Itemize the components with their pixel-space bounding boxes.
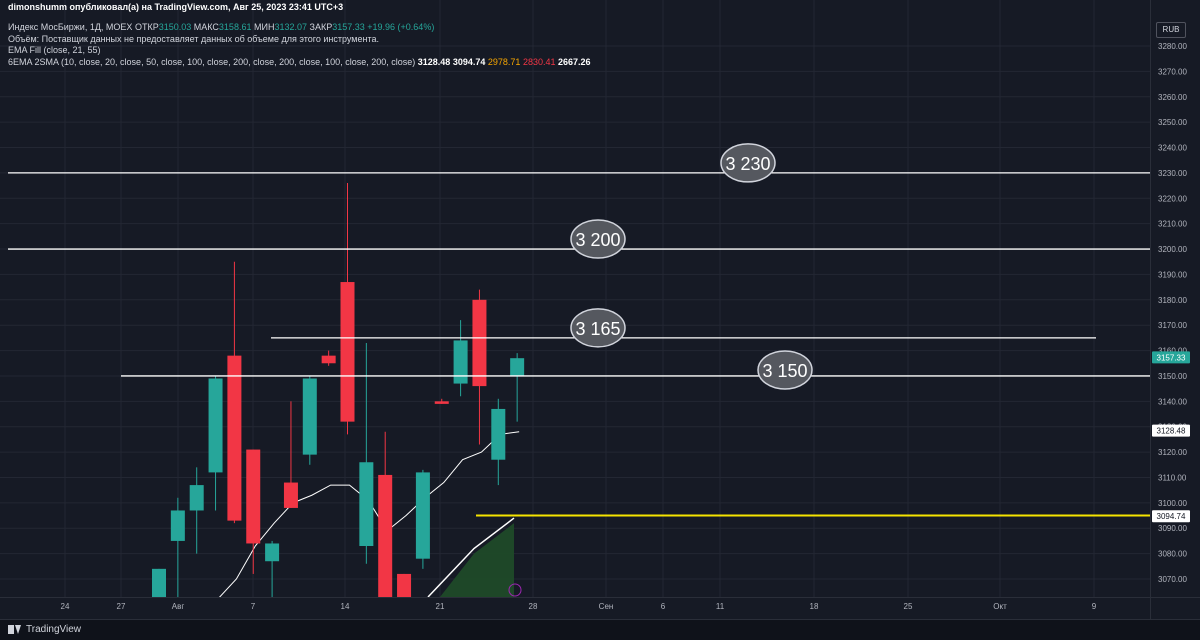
ema-fill-edge [427,517,515,597]
x-tick-label: 27 [117,602,126,611]
level-bubble [757,350,813,390]
candle-body [340,282,355,422]
candle-body [510,358,525,376]
indicator-value: 3094.74 [452,57,486,67]
x-tick-label: 7 [251,602,256,611]
tradingview-brand[interactable]: TradingView [8,624,81,635]
candle-body [283,482,298,508]
candle-body [302,378,317,455]
level-label: 3 165 [575,319,620,339]
open-value: 3150.03 [158,22,192,32]
y-tick-label: 3230.00 [1158,169,1187,178]
currency-button[interactable]: RUB [1156,22,1186,38]
y-tick-label: 3100.00 [1158,499,1187,508]
price-tag [1152,510,1190,523]
low-label: МИН [253,22,275,32]
y-tick-label: 3120.00 [1158,448,1187,457]
author-line: dimonshumm опубликовал(а) на TradingView… [8,2,344,12]
price-tag [1152,424,1190,437]
high-value: 3158.61 [218,22,252,32]
candle-body [189,485,204,511]
price-chart[interactable]: 3 230 3 200 3 165 3 150 3070.00 3080.00 3090.0… [0,0,1200,619]
level-label: 3 150 [762,361,807,381]
y-tick-label: 3270.00 [1158,67,1187,76]
candle-body [265,543,280,562]
y-tick-label: 3260.00 [1158,93,1187,102]
y-tick-label: 3210.00 [1158,220,1187,229]
x-tick-label: 24 [61,602,70,611]
level-label: 3 200 [575,230,620,250]
footer-bar: TradingView [0,619,1200,640]
x-tick-label: 14 [341,602,350,611]
candle-body [170,510,185,541]
y-tick-label: 3200.00 [1158,245,1187,254]
x-tick-label: Окт [993,602,1007,611]
level-bubble [720,143,776,183]
open-label: ОТКР [134,22,159,32]
x-tick-label: 25 [904,602,913,611]
y-tick-label: 3090.00 [1158,524,1187,533]
x-tick-label: 21 [436,602,445,611]
candle-body [434,401,449,404]
y-tick-label: 3220.00 [1158,194,1187,203]
y-tick-label: 3080.00 [1158,550,1187,559]
y-tick-label: 3070.00 [1158,575,1187,584]
candle-body [152,568,166,597]
indicator-value: 2978.71 [487,57,521,67]
lightning-icon [508,583,522,597]
price-tag-label: 3157.33 [1157,353,1186,362]
candle-body [208,378,223,473]
close-label: ЗАКР [309,22,333,32]
level-bubble [570,219,626,259]
y-tick-label: 3180.00 [1158,296,1187,305]
level-bubble [570,308,626,348]
ohlc-line: Индекс МосБиржи, 1Д, MOEX ОТКР3150.03 МА… [8,22,434,32]
ema-fill-indicator[interactable]: EMA Fill (close, 21, 55) [8,45,101,55]
y-tick-label: 3240.00 [1158,144,1187,153]
candle-body [453,340,468,384]
symbol-label[interactable]: Индекс МосБиржи, 1Д, MOEX [8,22,133,32]
candle-body [415,472,430,559]
close-value: 3157.33 [332,22,365,32]
candle-body [227,355,242,521]
indicator-value: 3128.48 [417,57,451,67]
x-tick-label: Авг [172,602,185,611]
candle-body [359,462,374,547]
high-label: МАКС [193,22,219,32]
price-tag [1152,351,1190,364]
price-tag-label: 3094.74 [1157,512,1186,521]
brand-label: TradingView [26,624,82,635]
y-tick-label: 3170.00 [1158,321,1187,330]
candle-body [378,474,393,597]
x-tick-label: 9 [1092,602,1097,611]
change-value: +19.96 (+0.64%) [367,22,435,32]
x-tick-label: Сен [599,602,614,611]
y-tick-label: 3250.00 [1158,118,1187,127]
x-tick-label: 11 [716,602,725,611]
tradingview-logo-icon [8,625,22,634]
candle-body [397,573,412,597]
x-tick-label: 6 [661,602,666,611]
y-tick-label: 3190.00 [1158,270,1187,279]
ema-sma-indicator[interactable]: 6EMA 2SMA (10, close, 20, close, 50, clo… [8,57,591,67]
y-tick-label: 3140.00 [1158,397,1187,406]
x-tick-label: 28 [529,602,538,611]
volume-note: Объём: Поставщик данных не предоставляет… [8,34,379,44]
x-tick-label: 18 [810,602,819,611]
low-value: 3132.07 [274,22,307,32]
indicator-value: 2830.41 [522,57,556,67]
candle-body [472,299,487,387]
indicator-value: 2667.26 [558,57,591,67]
candle-body [246,449,261,544]
y-tick-label: 3160.00 [1158,347,1187,356]
y-tick-label: 3110.00 [1158,473,1187,482]
y-tick-label: 3150.00 [1158,372,1187,381]
candle-body [491,408,506,460]
price-tag-label: 3128.48 [1157,427,1186,436]
ema-fill-area [440,523,514,597]
y-tick-label: 3280.00 [1158,42,1187,51]
indicator-label: 6EMA 2SMA (10, close, 20, close, 50, clo… [8,57,416,67]
level-label: 3 230 [725,154,770,174]
candle-body [321,355,336,364]
